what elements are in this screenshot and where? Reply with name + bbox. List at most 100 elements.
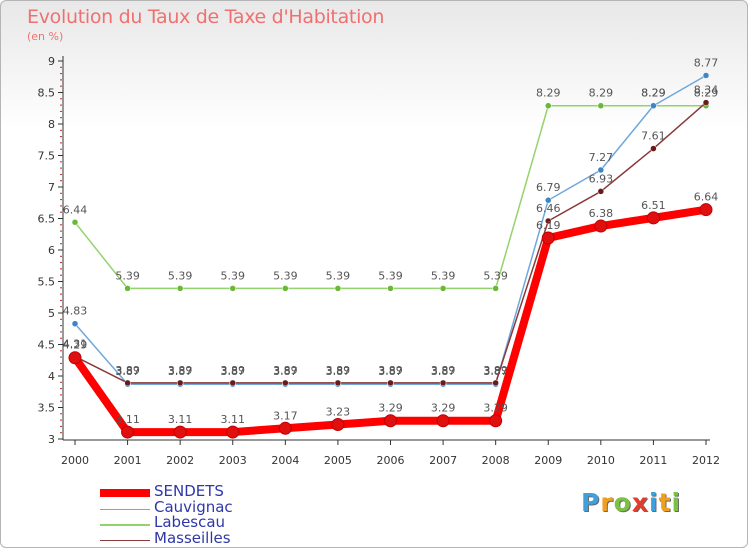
legend-swatch-masseilles [100,539,150,541]
data-point-masseilles [176,379,184,387]
data-label-cauvignac: 3.87 [115,365,140,378]
data-label-sendets: 6.38 [589,207,614,220]
data-label-labescau: 5.39 [168,269,193,282]
y-tick-label: 6 [48,244,55,257]
x-tick-label: 2003 [219,454,247,467]
data-label-labescau: 5.39 [378,269,403,282]
x-tick-label: 2001 [114,454,142,467]
data-point-masseilles [282,379,289,387]
data-label-sendets: 3.11 [168,413,193,426]
data-label-sendets: 4.29 [63,339,88,352]
data-label-cauvignac: 3.87 [168,365,193,378]
series-line-labescau [74,104,707,290]
legend-label-masseilles: Masseilles [154,528,231,547]
data-point-labescau [492,285,499,292]
data-point-labescau [439,285,447,292]
chart-title: Evolution du Taux de Taxe d'Habitation [27,6,385,28]
legend-swatch-cauvignac [100,508,150,510]
data-label-cauvignac: 6.79 [536,181,561,194]
data-point-sendets [384,414,397,428]
data-label-cauvignac: 3.87 [378,365,403,378]
data-point-masseilles [229,379,236,387]
data-label-labescau: 5.39 [326,269,351,282]
data-label-masseilles: 8.34 [694,84,719,97]
y-tick-label: 9 [48,55,55,68]
data-point-sendets [173,425,187,439]
y-tick-label: 4.5 [38,339,56,352]
y-tick-label: 5.5 [38,276,56,289]
data-point-sendets [331,418,345,432]
data-point-cauvignac [71,320,79,327]
data-point-sendets [226,425,240,439]
data-label-sendets: 6.51 [641,199,666,212]
data-label-cauvignac: 3.87 [483,365,508,378]
data-label-sendets: 3.29 [378,402,403,415]
y-tick-label: 3.5 [38,402,56,415]
x-tick-label: 2009 [534,454,562,467]
data-label-masseilles: 3.89 [221,364,246,377]
data-point-sendets [594,219,608,233]
series-line-cauvignac [74,74,707,385]
data-point-labescau [387,285,394,292]
data-point-sendets [278,421,292,435]
data-point-cauvignac [702,72,710,79]
data-point-labescau [176,285,184,292]
data-point-cauvignac [650,102,657,109]
logo-letter: i [649,488,659,517]
data-label-sendets: 3.29 [483,402,508,415]
legend-swatch-labescau [100,524,150,526]
x-tick-label: 2002 [166,454,194,467]
legend-label-labescau: Labescau [154,513,226,531]
data-label-masseilles: 3.89 [115,364,140,377]
data-point-masseilles [545,217,552,225]
y-tick-label: 6.5 [38,213,56,226]
data-label-cauvignac: 8.77 [694,56,719,69]
data-point-sendets [699,203,713,217]
data-label-cauvignac: 3.87 [273,365,298,378]
data-label-sendets: 3.11 [115,413,140,426]
y-tick-label: 3 [48,433,55,446]
x-tick-label: 2010 [587,454,615,467]
data-label-masseilles: 3.89 [483,364,508,377]
data-label-labescau: 8.29 [536,87,561,100]
legend-label-sendets: SENDETS [154,482,224,500]
data-label-masseilles: 3.89 [326,364,351,377]
x-tick-label: 2004 [271,454,299,467]
x-tick-label: 2007 [429,454,457,467]
logo-letter: t [658,488,672,517]
data-label-cauvignac: 8.29 [641,87,666,100]
data-point-cauvignac [545,196,552,204]
data-label-masseilles: 6.46 [536,202,561,215]
legend-label-cauvignac: Cauvignac [154,497,233,516]
data-point-masseilles [492,379,499,387]
data-label-labescau: 5.39 [273,269,298,282]
data-point-sendets [541,231,555,245]
data-label-labescau: 8.29 [694,87,719,100]
series-line-masseilles [74,101,707,384]
logo-letter: r [600,488,614,517]
y-tick-label: 4 [48,370,55,383]
x-tick-label: 2008 [482,454,510,467]
y-tick-label: 7.5 [38,150,56,163]
logo-letter: o [613,488,632,517]
data-label-labescau: 8.29 [589,87,614,100]
y-tick-label: 7 [48,181,55,194]
data-label-masseilles: 4.31 [63,337,88,350]
data-label-cauvignac: 4.83 [63,305,88,318]
data-label-cauvignac: 3.87 [431,365,456,378]
series-line-sendets [71,205,710,437]
data-label-labescau: 5.39 [483,269,508,282]
data-label-sendets: 3.23 [326,406,351,419]
logo-letter: P [581,488,601,517]
data-point-masseilles [124,379,131,387]
data-point-labescau [545,102,552,109]
logo-letter: i [671,488,682,517]
data-point-cauvignac [597,166,605,174]
data-label-masseilles: 3.89 [378,364,403,377]
data-point-labescau [71,219,79,226]
chart-subtitle: (en %) [27,30,64,43]
data-label-sendets: 6.64 [694,191,719,204]
data-label-masseilles: 3.89 [168,364,193,377]
x-tick-label: 2012 [692,454,720,467]
